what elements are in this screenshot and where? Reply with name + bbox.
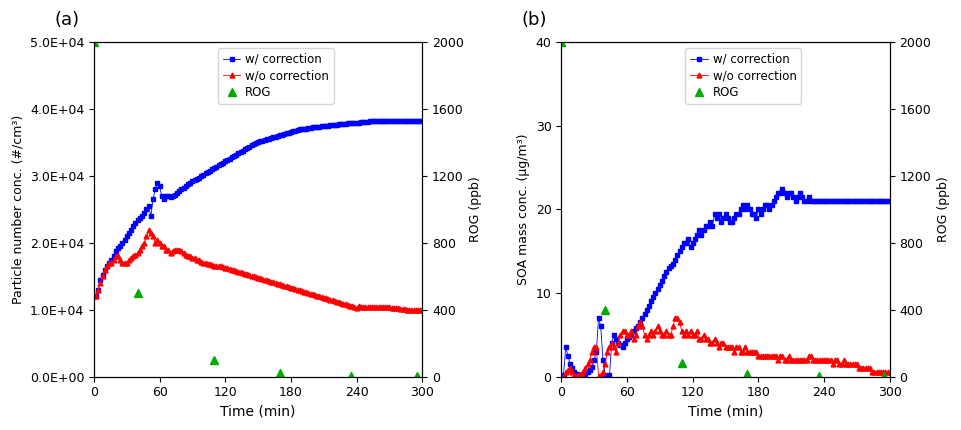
Y-axis label: SOA mass conc. (μg/m³): SOA mass conc. (μg/m³) <box>517 134 530 285</box>
w/ correction <box>788 194 800 200</box>
ROG <box>88 40 100 45</box>
X-axis label: Time (min): Time (min) <box>688 405 763 419</box>
w/ correction <box>557 372 569 378</box>
w/ correction <box>831 199 843 204</box>
w/o correction <box>416 307 428 312</box>
w/ correction <box>689 236 701 241</box>
w/o correction <box>277 283 288 288</box>
Y-axis label: ROG (ppb): ROG (ppb) <box>937 177 949 243</box>
w/o correction <box>200 261 211 266</box>
w/o correction <box>263 279 275 284</box>
w/o correction <box>829 357 841 362</box>
w/ correction <box>884 199 896 204</box>
w/ correction <box>219 159 231 164</box>
ROG <box>813 374 825 379</box>
w/o correction <box>318 295 330 300</box>
Y-axis label: Particle number conc. (#/cm³): Particle number conc. (#/cm³) <box>12 115 24 304</box>
ROG <box>555 40 567 45</box>
w/ correction <box>261 137 273 142</box>
Line: w/ correction: w/ correction <box>93 118 425 299</box>
X-axis label: Time (min): Time (min) <box>220 405 296 419</box>
Line: ROG: ROG <box>89 38 421 381</box>
w/o correction <box>689 332 701 338</box>
w/o correction <box>222 266 234 271</box>
ROG <box>411 374 423 379</box>
w/ correction <box>730 211 742 216</box>
w/o correction <box>665 332 677 338</box>
w/o correction <box>557 373 569 378</box>
w/o correction <box>143 227 155 232</box>
ROG <box>209 357 220 362</box>
w/ correction <box>198 172 209 177</box>
Line: ROG: ROG <box>557 38 888 381</box>
ROG <box>345 373 357 378</box>
w/ correction <box>667 261 678 266</box>
w/o correction <box>670 316 681 321</box>
w/ correction <box>744 207 755 212</box>
w/o correction <box>884 370 896 375</box>
Y-axis label: ROG (ppb): ROG (ppb) <box>470 177 482 243</box>
w/o correction <box>730 345 742 350</box>
Legend: w/ correction, w/o correction, ROG: w/ correction, w/o correction, ROG <box>685 48 801 104</box>
w/o correction <box>785 357 797 362</box>
w/ correction <box>90 294 102 299</box>
Line: w/o correction: w/o correction <box>93 227 425 312</box>
ROG <box>274 371 285 376</box>
ROG <box>132 291 143 296</box>
Line: w/ correction: w/ correction <box>561 186 892 378</box>
w/o correction <box>744 349 755 354</box>
Text: (a): (a) <box>55 11 80 29</box>
ROG <box>742 372 753 377</box>
ROG <box>676 361 687 366</box>
w/ correction <box>316 123 328 129</box>
w/o correction <box>361 304 373 310</box>
ROG <box>878 374 890 379</box>
w/o correction <box>90 294 102 299</box>
w/ correction <box>416 118 428 123</box>
ROG <box>600 307 611 312</box>
w/o correction <box>401 307 412 312</box>
w/ correction <box>274 133 285 138</box>
w/ correction <box>776 186 788 191</box>
Legend: w/ correction, w/o correction, ROG: w/ correction, w/o correction, ROG <box>218 48 333 104</box>
w/ correction <box>375 118 386 123</box>
Line: w/o correction: w/o correction <box>561 316 892 378</box>
Text: (b): (b) <box>522 11 548 29</box>
w/ correction <box>359 120 371 125</box>
w/ correction <box>576 373 587 378</box>
